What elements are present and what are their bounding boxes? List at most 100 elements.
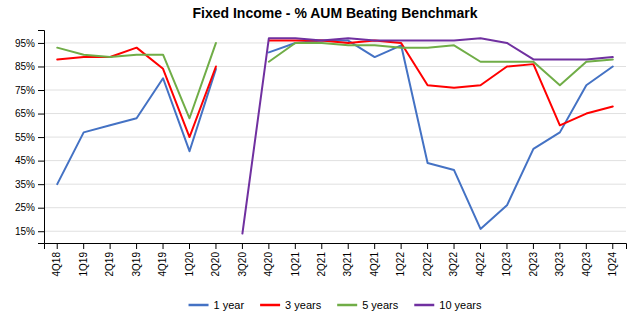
tick-mark [38, 161, 44, 162]
tick-mark [38, 208, 44, 209]
line [269, 43, 613, 85]
tick-label: 15% [15, 226, 35, 237]
tick-label: 4Q19 [157, 252, 168, 277]
axis-domain [45, 244, 627, 250]
x-axis: 4Q18 1Q19 2Q19 3Q19 4Q19 1Q20 2Q20 3Q20 4Q20 1Q21… [45, 243, 627, 276]
x-tick: 1Q19 [78, 243, 89, 276]
tick-mark [268, 243, 269, 249]
tick-mark [57, 243, 58, 249]
legend-label: 1 year [214, 299, 245, 311]
tick-mark [586, 243, 587, 249]
x-tick: 4Q20 [263, 243, 274, 276]
grid-line [44, 160, 626, 161]
tick-label: 2Q19 [104, 252, 115, 277]
y-tick: 25% [15, 202, 44, 213]
y-tick: 75% [15, 85, 44, 96]
y-tick: 85% [15, 61, 44, 72]
plot: 15% 25% 35% 45% 55% 65% 75% 85% 95% 4Q18 1Q19 2Q19 3… [15, 31, 627, 277]
grid-line [44, 207, 626, 208]
tick-mark [612, 243, 613, 249]
x-tick: 4Q18 [51, 243, 62, 276]
tick-label: 1Q23 [501, 252, 512, 277]
grid-line [44, 90, 626, 91]
tick-mark [427, 243, 428, 249]
tick-label: 3Q23 [554, 252, 565, 277]
y-tick: 35% [15, 179, 44, 190]
tick-label: 3Q19 [131, 252, 142, 277]
grid-line [44, 231, 626, 232]
lines [57, 38, 613, 233]
tick-label: 85% [15, 61, 35, 72]
x-tick: 1Q20 [184, 243, 195, 276]
tick-label: 1Q21 [290, 252, 301, 277]
y-tick: 65% [15, 108, 44, 119]
tick-mark [348, 243, 349, 249]
x-tick: 4Q23 [581, 243, 592, 276]
tick-label: 4Q21 [369, 252, 380, 277]
tick-mark [38, 43, 44, 44]
legend-label: 5 years [362, 299, 399, 311]
tick-mark [533, 243, 534, 249]
tick-label: 3Q22 [448, 252, 459, 277]
tick-label: 2Q21 [316, 252, 327, 277]
tick-mark [38, 231, 44, 232]
y-tick: 45% [15, 155, 44, 166]
y-axis: 15% 25% 35% 45% 55% 65% 75% 85% 95% [15, 31, 45, 244]
tick-label: 25% [15, 202, 35, 213]
chart: 15% 25% 35% 45% 55% 65% 75% 85% 95% 4Q18 1Q19 2Q19 3… [0, 0, 640, 315]
tick-mark [480, 243, 481, 249]
tick-label: 2Q22 [422, 252, 433, 277]
tick-label: 65% [15, 108, 35, 119]
tick-label: 1Q22 [395, 252, 406, 277]
tick-mark [38, 90, 44, 91]
line [269, 41, 613, 126]
tick-label: 75% [15, 85, 35, 96]
legend-swatch [260, 304, 280, 307]
legend-item: 1 year [189, 299, 245, 311]
line [269, 41, 613, 229]
x-tick: 1Q23 [501, 243, 512, 276]
tick-mark [559, 243, 560, 249]
line [57, 69, 216, 184]
tick-mark [295, 243, 296, 249]
x-tick: 3Q20 [237, 243, 248, 276]
x-tick: 2Q19 [104, 243, 115, 276]
legend-label: 10 years [439, 299, 482, 311]
x-tick: 3Q23 [554, 243, 565, 276]
title: Fixed Income - % AUM Beating Benchmark [193, 5, 478, 21]
tick-mark [38, 137, 44, 138]
grid [44, 43, 626, 231]
grid-line [44, 184, 626, 185]
line [57, 43, 216, 118]
tick-mark [83, 243, 84, 249]
tick-label: 95% [15, 38, 35, 49]
x-tick: 3Q19 [131, 243, 142, 276]
x-tick: 2Q21 [316, 243, 327, 276]
tick-label: 4Q23 [581, 252, 592, 277]
legend-item: 5 years [337, 299, 399, 311]
line [57, 48, 216, 137]
tick-label: 4Q18 [51, 252, 62, 277]
tick-mark [38, 66, 44, 67]
tick-mark [321, 243, 322, 249]
y-tick: 55% [15, 132, 44, 143]
y-tick: 95% [15, 38, 44, 49]
x-tick: 1Q22 [395, 243, 406, 276]
x-tick: 3Q21 [342, 243, 353, 276]
x-tick: 4Q21 [369, 243, 380, 276]
legend-swatch [414, 304, 434, 307]
legend-label: 3 years [285, 299, 322, 311]
tick-mark [454, 243, 455, 249]
tick-mark [38, 184, 44, 185]
axis-domain [38, 31, 45, 244]
legend-swatch [337, 304, 357, 307]
tick-label: 4Q20 [263, 252, 274, 277]
tick-mark [110, 243, 111, 249]
y-tick: 15% [15, 226, 44, 237]
legend: 1 year 3 years 5 years 10 years [189, 299, 482, 311]
tick-label: 1Q19 [78, 252, 89, 277]
tick-label: 1Q20 [184, 252, 195, 277]
x-tick: 1Q24 [607, 243, 618, 276]
tick-label: 2Q20 [210, 252, 221, 277]
legend-item: 10 years [414, 299, 482, 311]
